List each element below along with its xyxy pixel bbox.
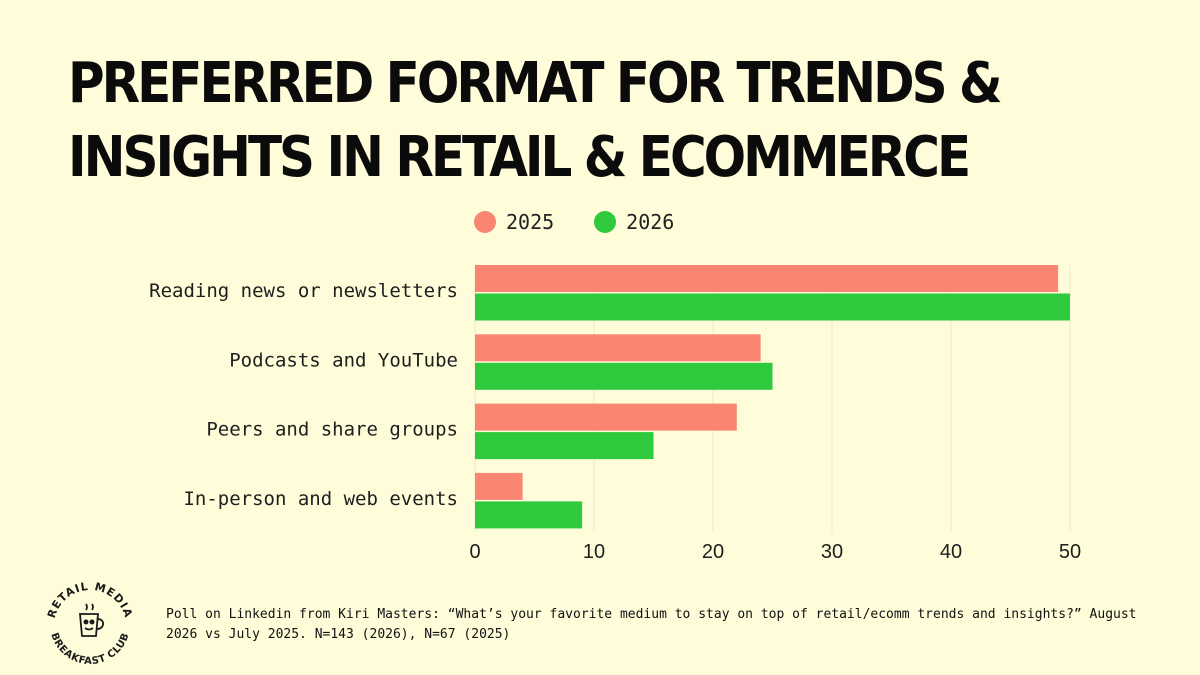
category-label-3: Peers and share groups — [206, 419, 458, 441]
bar-2025-3 — [475, 403, 737, 431]
x-tick-label-10: 10 — [583, 541, 605, 563]
x-tick-label-0: 0 — [469, 541, 480, 563]
chart-legend: 2025 2026 — [474, 210, 714, 234]
legend-item-2025: 2025 — [474, 210, 554, 234]
legend-item-2026: 2026 — [594, 210, 674, 234]
bar-2026-3 — [475, 432, 654, 460]
category-label-1: Reading news or newsletters — [149, 280, 458, 302]
coffee-mug-mascot-icon — [79, 603, 105, 637]
bar-2026-2 — [475, 362, 773, 390]
x-tick-label-50: 50 — [1059, 541, 1081, 563]
legend-label-2025: 2025 — [506, 210, 555, 234]
x-tick-label-20: 20 — [702, 541, 724, 563]
bar-2025-1 — [475, 265, 1059, 292]
legend-swatch-2025 — [474, 211, 496, 233]
x-tick-label-40: 40 — [940, 541, 962, 563]
bar-2025-4 — [475, 472, 523, 500]
chart-footnote: Poll on Linkedin from Kiri Masters: “Wha… — [166, 607, 1137, 642]
legend-label-2026: 2026 — [626, 210, 675, 234]
category-label-2: Podcasts and YouTube — [229, 349, 458, 371]
chart-title: PREFERRED FORMAT FOR TRENDS & INSIGHTS I… — [68, 50, 1003, 190]
x-tick-label-30: 30 — [821, 541, 843, 563]
bar-2026-4 — [475, 501, 583, 529]
legend-swatch-2026 — [594, 211, 617, 233]
retail-media-breakfast-club-logo: RETAIL MEDIA BREAKFAST CLUB — [45, 580, 134, 667]
bar-2025-2 — [475, 334, 761, 362]
bar-chart: 0 10 20 30 40 50 Reading news or newsletters Po… — [149, 265, 1081, 563]
bar-2026-1 — [475, 293, 1070, 321]
category-label-4: In-person and web events — [183, 488, 458, 510]
